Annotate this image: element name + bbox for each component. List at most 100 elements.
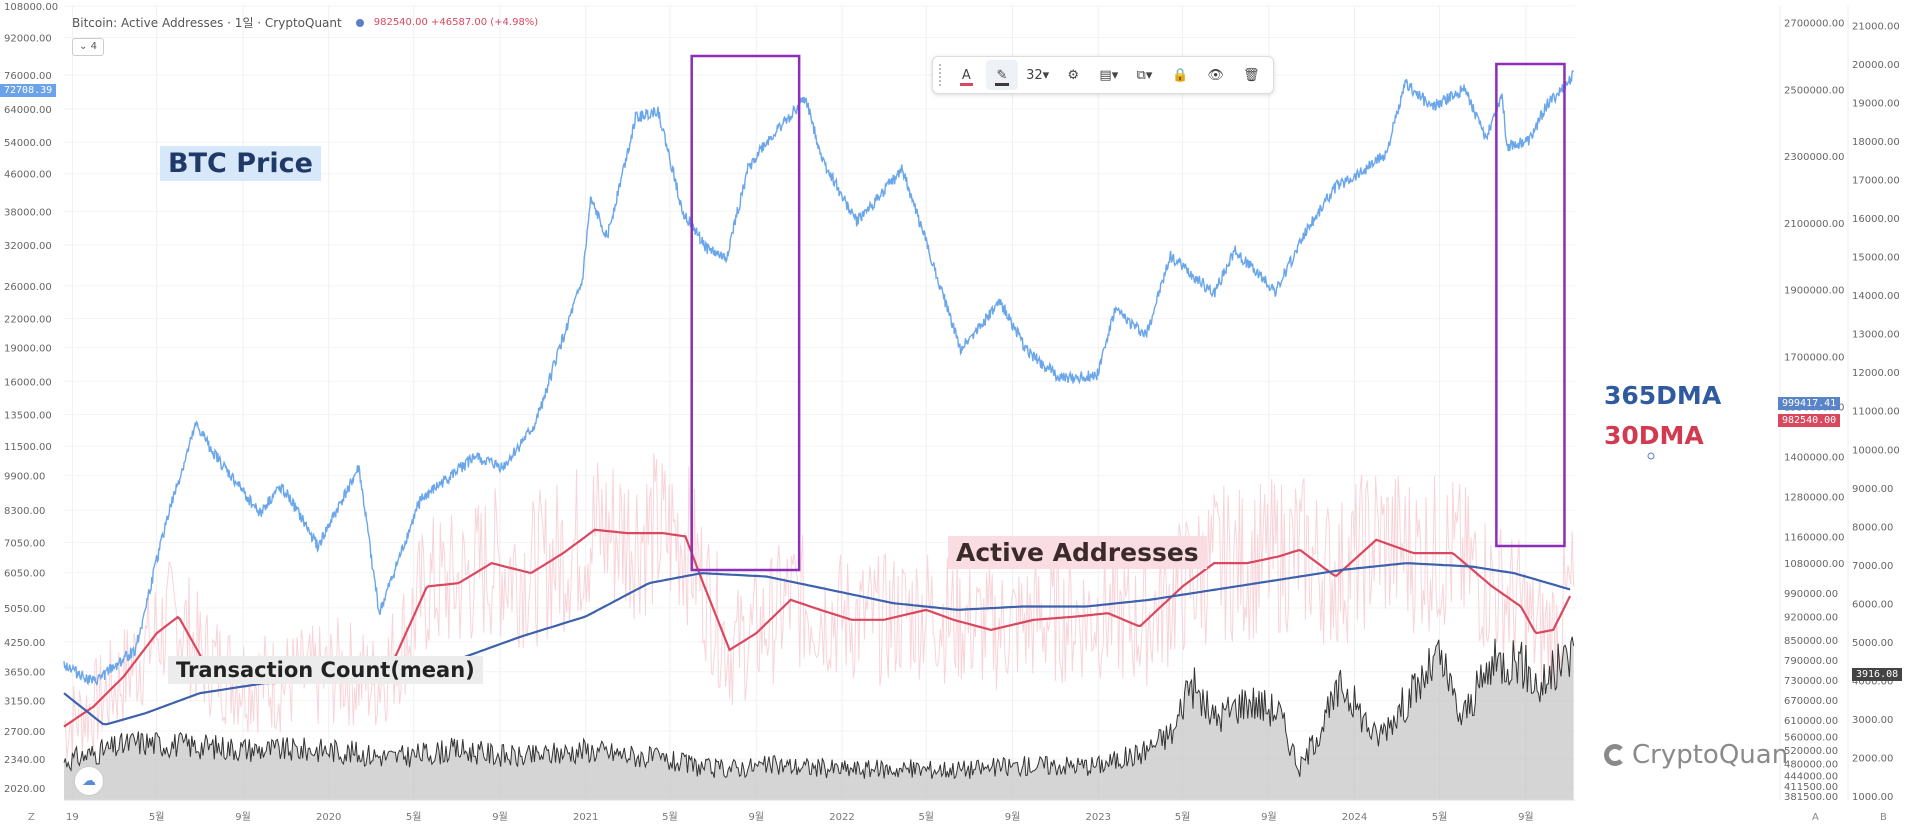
text-color-button[interactable]: A — [951, 60, 983, 90]
y-left-tick-label: 32000.00 — [4, 241, 52, 252]
y-left-tick-label: 108000.00 — [4, 2, 58, 13]
axis-auto-button[interactable]: A — [1812, 812, 1819, 823]
layers-button[interactable]: ▤ ▾ — [1099, 67, 1119, 83]
delete-button[interactable]: 🗑 — [1235, 60, 1267, 90]
x-tick-label: 9월 — [1261, 811, 1277, 823]
y-right-tick-label: 670000.00 — [1784, 696, 1838, 707]
cloud-icon[interactable]: ☁ — [74, 766, 104, 796]
x-tick-label: 9월 — [1518, 811, 1534, 823]
gear-icon: ⚙ — [1067, 67, 1080, 83]
y-right2-tick-label: 13000.00 — [1852, 330, 1900, 341]
daily-active-addresses-line — [63, 453, 1575, 759]
x-tick-label: 5월 — [406, 811, 422, 823]
x-tick-label: 9월 — [235, 811, 251, 823]
pen-icon: ✎ — [996, 67, 1008, 83]
drag-handle-icon[interactable] — [939, 64, 947, 86]
y-left-tick-label: 76000.00 — [4, 71, 52, 82]
x-tick-label: 19 — [66, 812, 79, 823]
y-left-tick-label: 92000.00 — [4, 34, 52, 45]
font-size-button[interactable]: 32 ▾ — [1026, 67, 1050, 83]
x-tick-label: 2020 — [316, 812, 341, 823]
y-right-tick-label: 2300000.00 — [1784, 152, 1844, 163]
dma30-value-badge: 982540.00 — [1778, 414, 1841, 427]
y-right-tick-label: 1700000.00 — [1784, 352, 1844, 363]
series-color-dot-icon — [355, 18, 364, 27]
x-tick-label: 5월 — [149, 811, 165, 823]
y-right-tick-label: 1160000.00 — [1784, 532, 1844, 543]
indicator-collapse-button[interactable]: ⌄ 4 — [72, 38, 104, 56]
cryptoquant-logo-icon — [1604, 744, 1626, 766]
chart-title: Bitcoin: Active Addresses · 1일 · CryptoQ… — [72, 16, 342, 30]
y-right2-tick-label: 12000.00 — [1852, 368, 1900, 379]
pen-color-button[interactable]: ✎ — [986, 60, 1018, 90]
y-right2-tick-label: 4000.00 — [1852, 677, 1893, 688]
x-tick-label: 2021 — [573, 812, 598, 823]
y-right2-tick-label: 20000.00 — [1852, 60, 1900, 71]
y-left-tick-label: 6050.00 — [4, 568, 45, 579]
y-right-tick-label: 610000.00 — [1784, 716, 1838, 727]
lock-icon: 🔒 — [1171, 67, 1189, 83]
dma365-value-badge: 999417.41 — [1778, 397, 1841, 410]
y-left-tick-label: 2700.00 — [4, 727, 45, 738]
y-left-tick-label: 7050.00 — [4, 538, 45, 549]
x-tick-label: 9월 — [1005, 811, 1021, 823]
cryptoquant-logo: CryptoQuan — [1604, 740, 1788, 770]
left-price-badge: 72708.39 — [0, 84, 57, 97]
y-left-tick-label: 13500.00 — [4, 411, 52, 422]
y-right2-tick-label: 16000.00 — [1852, 214, 1900, 225]
active-addresses-label: Active Addresses — [948, 536, 1207, 569]
copy-button[interactable]: ⧉ ▾ — [1136, 67, 1153, 83]
y-left-tick-label: 22000.00 — [4, 315, 52, 326]
y-right-tick-label: 480000.00 — [1784, 759, 1838, 770]
y-right-tick-label: 730000.00 — [1784, 676, 1838, 687]
timezone-corner[interactable]: Z — [28, 812, 35, 823]
axis-b-button[interactable]: B — [1880, 812, 1887, 823]
y-right2-tick-label: 3000.00 — [1852, 715, 1893, 726]
y-left-tick-label: 3150.00 — [4, 697, 45, 708]
y-left-tick-label: 2020.00 — [4, 784, 45, 795]
x-tick-label: 5월 — [662, 811, 678, 823]
y-left-tick-label: 54000.00 — [4, 138, 52, 149]
y-right-tick-label: 1080000.00 — [1784, 559, 1844, 570]
highlight-box — [690, 54, 801, 572]
y-right2-tick-label: 15000.00 — [1852, 253, 1900, 264]
y-right2-tick-label: 10000.00 — [1852, 445, 1900, 456]
y-right2-tick-label: 19000.00 — [1852, 98, 1900, 109]
y-right-tick-label: 1400000.00 — [1784, 452, 1844, 463]
lock-button[interactable]: 🔒 — [1164, 60, 1196, 90]
series-values: 982540.00 +46587.00 (+4.98%) — [373, 17, 539, 28]
y-right-tick-label: 2100000.00 — [1784, 219, 1844, 230]
y-right-tick-label: 1280000.00 — [1784, 492, 1844, 503]
y-left-tick-label: 46000.00 — [4, 170, 52, 181]
visibility-button[interactable]: 👁 — [1200, 60, 1232, 90]
transaction-count-line — [63, 636, 1575, 780]
y-right2-tick-label: 18000.00 — [1852, 137, 1900, 148]
y-left-tick-label: 11500.00 — [4, 442, 52, 453]
copy-icon: ⧉ — [1136, 67, 1146, 83]
font-size-value: 32 — [1026, 67, 1043, 83]
y-left-tick-label: 5050.00 — [4, 604, 45, 615]
y-left-tick-label: 3650.00 — [4, 668, 45, 679]
highlight-box — [1495, 62, 1566, 548]
y-left-tick-label: 16000.00 — [4, 377, 52, 388]
y-left-tick-label: 64000.00 — [4, 105, 52, 116]
settings-button[interactable]: ⚙ — [1057, 60, 1089, 90]
transaction-count-label: Transaction Count(mean) — [168, 656, 483, 684]
y-right-tick-label: 1900000.00 — [1784, 286, 1844, 297]
y-right2-tick-label: 8000.00 — [1852, 522, 1893, 533]
y-right-tick-label: 444000.00 — [1784, 771, 1838, 782]
y-right-tick-label: 381500.00 — [1784, 792, 1838, 803]
x-tick-label: 5월 — [918, 811, 934, 823]
trash-icon: 🗑 — [1243, 67, 1260, 83]
y-right2-tick-label: 7000.00 — [1852, 561, 1893, 572]
y-left-tick-label: 2340.00 — [4, 755, 45, 766]
x-tick-label: 5월 — [1175, 811, 1191, 823]
x-tick-label: 2024 — [1342, 812, 1367, 823]
y-right-tick-label: 2500000.00 — [1784, 85, 1844, 96]
y-left-tick-label: 8300.00 — [4, 506, 45, 517]
cursor-marker — [1647, 452, 1655, 460]
y-left-tick-label: 4250.00 — [4, 638, 45, 649]
y-right2-tick-label: 2000.00 — [1852, 754, 1893, 765]
y-right-tick-label: 520000.00 — [1784, 746, 1838, 757]
